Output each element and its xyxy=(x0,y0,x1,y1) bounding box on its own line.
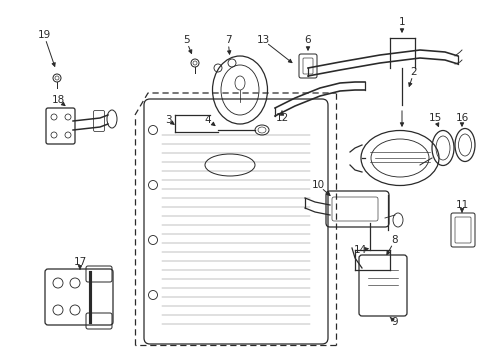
Text: 2: 2 xyxy=(410,67,416,77)
Text: 1: 1 xyxy=(398,17,405,27)
Text: 9: 9 xyxy=(391,317,398,327)
Text: 16: 16 xyxy=(454,113,468,123)
Text: 17: 17 xyxy=(73,257,86,267)
Text: 11: 11 xyxy=(454,200,468,210)
Text: 6: 6 xyxy=(304,35,311,45)
Text: 7: 7 xyxy=(224,35,231,45)
Text: 3: 3 xyxy=(164,115,171,125)
Text: 19: 19 xyxy=(37,30,51,40)
Text: 10: 10 xyxy=(311,180,324,190)
Text: 15: 15 xyxy=(427,113,441,123)
Text: 18: 18 xyxy=(51,95,64,105)
Text: 4: 4 xyxy=(204,115,211,125)
Text: 8: 8 xyxy=(391,235,398,245)
Text: 13: 13 xyxy=(256,35,269,45)
Text: 14: 14 xyxy=(353,245,366,255)
Text: 12: 12 xyxy=(275,113,288,123)
Text: 5: 5 xyxy=(183,35,189,45)
